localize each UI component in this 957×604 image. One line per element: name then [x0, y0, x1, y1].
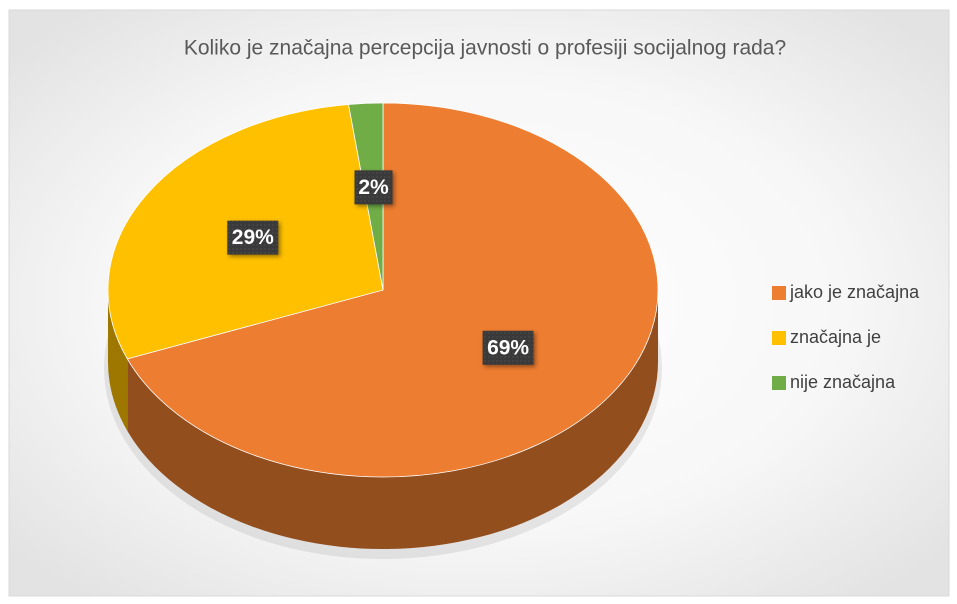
chart-title: Koliko je značajna percepcija javnosti o…	[184, 37, 786, 60]
legend-swatch	[772, 376, 786, 390]
data-label: 69%	[487, 336, 529, 359]
data-label: 2%	[358, 176, 389, 199]
legend-label: jako je značajna	[789, 282, 920, 302]
data-label-box	[227, 220, 279, 255]
pie-side	[127, 290, 659, 550]
legend-label: značajna je	[790, 327, 881, 347]
data-label-box	[354, 170, 393, 205]
legend-swatch	[772, 286, 786, 300]
data-label-box	[482, 330, 534, 365]
pie-slice	[126, 102, 659, 478]
data-label: 29%	[232, 226, 274, 249]
legend-label: nije značajna	[790, 372, 896, 392]
legend-swatch	[772, 331, 786, 345]
